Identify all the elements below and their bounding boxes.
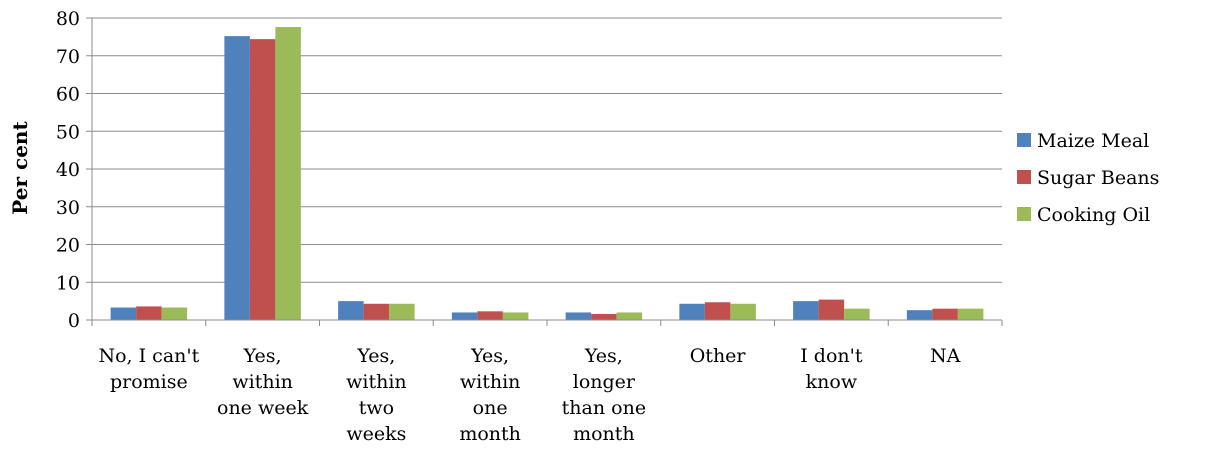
x-category-label-line: month <box>573 423 635 445</box>
x-category-label-line: I don't <box>800 345 863 367</box>
bar-maize-meal <box>906 310 933 320</box>
gridlines <box>86 17 1002 321</box>
x-category-label-line: No, I can't <box>98 345 199 367</box>
legend-label: Sugar Beans <box>1037 167 1159 189</box>
x-category-label-line: one <box>473 397 508 419</box>
x-category-label-line: weeks <box>346 423 406 445</box>
y-tick-label: 0 <box>68 310 80 332</box>
x-category-label-line: know <box>806 371 858 393</box>
x-category-label-line: within <box>232 371 293 393</box>
x-category-label-line: two <box>359 397 394 419</box>
bar-cooking-oil <box>730 303 756 320</box>
x-category-label: I don't know <box>800 345 863 393</box>
bar-maize-meal <box>224 36 250 321</box>
bar-sugar-beans <box>249 39 276 320</box>
bar-sugar-beans <box>136 306 162 320</box>
bar-maize-meal <box>110 307 137 320</box>
bar-maize-meal <box>565 312 592 320</box>
bar-maize-meal <box>338 301 364 320</box>
bar-sugar-beans <box>363 303 390 320</box>
y-tick-labels: 0 10 20 30 40 50 60 70 80 <box>56 8 80 332</box>
x-category-label: No, I can't promise <box>98 345 199 393</box>
bar-cooking-oil <box>844 308 870 320</box>
legend-label: Cooking Oil <box>1037 204 1150 226</box>
legend-label: Maize Meal <box>1037 130 1149 152</box>
y-tick-label: 40 <box>56 159 80 181</box>
bars <box>110 27 984 321</box>
y-tick-label: 80 <box>56 8 80 30</box>
x-category-label: Yes, within one week <box>217 345 309 419</box>
bar-maize-meal <box>679 303 705 320</box>
bar-sugar-beans <box>704 302 731 320</box>
x-category-label-line: within <box>460 371 521 393</box>
bar-cooking-oil <box>502 312 529 320</box>
x-category-label-line: promise <box>110 371 188 393</box>
legend-swatch <box>1017 170 1031 184</box>
y-tick-label: 60 <box>56 84 80 106</box>
x-category-label-line: Yes, <box>356 345 395 367</box>
x-category-label-line: month <box>459 423 521 445</box>
bar-cooking-oil <box>616 312 643 320</box>
bar-sugar-beans <box>591 313 617 320</box>
x-category-label: NA <box>930 345 961 367</box>
legend-swatch <box>1017 133 1031 147</box>
x-category-label-line: longer <box>573 371 636 393</box>
y-tick-label: 50 <box>56 121 80 143</box>
bar-maize-meal <box>793 301 819 320</box>
bar-sugar-beans <box>818 299 845 320</box>
x-category-label-line: one week <box>217 397 309 419</box>
legend-swatch <box>1017 207 1031 221</box>
legend: Maize Meal Sugar Beans Cooking Oil <box>1017 130 1159 226</box>
y-axis-title: Per cent <box>8 121 32 215</box>
x-category-label-line: than one <box>562 397 646 419</box>
bar-cooking-oil <box>275 27 301 321</box>
x-category-label: Yes, within one month <box>459 345 521 445</box>
y-tick-label: 10 <box>56 272 80 294</box>
axes <box>91 18 1003 326</box>
y-tick-label: 30 <box>56 197 80 219</box>
x-category-label-line: NA <box>930 345 961 367</box>
bar-sugar-beans <box>932 308 958 320</box>
x-category-label: Other <box>690 345 747 367</box>
bar-cooking-oil <box>389 303 415 320</box>
x-category-label-line: Other <box>690 345 747 367</box>
x-category-label-line: Yes, <box>243 345 282 367</box>
bar-cooking-oil <box>161 307 188 320</box>
bar-sugar-beans <box>477 311 503 320</box>
x-category-label-line: Yes, <box>470 345 509 367</box>
bar-maize-meal <box>451 312 478 320</box>
y-tick-label: 20 <box>56 235 80 257</box>
y-tick-label: 70 <box>56 46 80 68</box>
x-category-label: Yes, longer than one month <box>562 345 646 445</box>
x-category-label: Yes, within two weeks <box>346 345 407 445</box>
bar-cooking-oil <box>957 308 984 320</box>
x-category-label-line: Yes, <box>584 345 623 367</box>
x-category-label-line: within <box>346 371 407 393</box>
